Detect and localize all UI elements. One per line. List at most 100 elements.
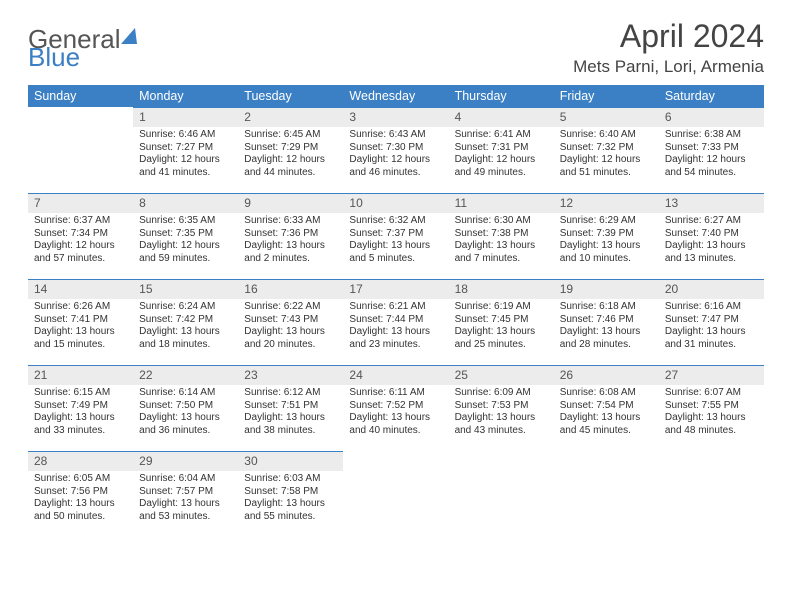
day-number: 9 xyxy=(238,193,343,213)
sunset-text: Sunset: 7:45 PM xyxy=(455,314,548,327)
daylight-text: Daylight: 13 hours and 23 minutes. xyxy=(349,326,442,351)
title-block: April 2024 Mets Parni, Lori, Armenia xyxy=(573,18,764,77)
daylight-text: Daylight: 13 hours and 2 minutes. xyxy=(244,240,337,265)
day-number: 24 xyxy=(343,365,448,385)
day-details: Sunrise: 6:05 AMSunset: 7:56 PMDaylight:… xyxy=(28,471,133,527)
calendar-day-cell: 12Sunrise: 6:29 AMSunset: 7:39 PMDayligh… xyxy=(554,193,659,279)
calendar-body: 1Sunrise: 6:46 AMSunset: 7:27 PMDaylight… xyxy=(28,107,764,537)
daylight-text: Daylight: 12 hours and 44 minutes. xyxy=(244,154,337,179)
sunset-text: Sunset: 7:43 PM xyxy=(244,314,337,327)
sunset-text: Sunset: 7:29 PM xyxy=(244,142,337,155)
day-number: 17 xyxy=(343,279,448,299)
location-subtitle: Mets Parni, Lori, Armenia xyxy=(573,57,764,77)
day-number: 25 xyxy=(449,365,554,385)
day-number: 28 xyxy=(28,451,133,471)
sunset-text: Sunset: 7:51 PM xyxy=(244,400,337,413)
day-details: Sunrise: 6:08 AMSunset: 7:54 PMDaylight:… xyxy=(554,385,659,441)
daylight-text: Daylight: 13 hours and 40 minutes. xyxy=(349,412,442,437)
day-number: 7 xyxy=(28,193,133,213)
daylight-text: Daylight: 13 hours and 48 minutes. xyxy=(665,412,758,437)
sunrise-text: Sunrise: 6:21 AM xyxy=(349,301,442,314)
day-details: Sunrise: 6:43 AMSunset: 7:30 PMDaylight:… xyxy=(343,127,448,183)
calendar-day-cell: 21Sunrise: 6:15 AMSunset: 7:49 PMDayligh… xyxy=(28,365,133,451)
day-details: Sunrise: 6:11 AMSunset: 7:52 PMDaylight:… xyxy=(343,385,448,441)
sunrise-text: Sunrise: 6:46 AM xyxy=(139,129,232,142)
day-details: Sunrise: 6:15 AMSunset: 7:49 PMDaylight:… xyxy=(28,385,133,441)
daylight-text: Daylight: 13 hours and 25 minutes. xyxy=(455,326,548,351)
day-number: 11 xyxy=(449,193,554,213)
sunrise-text: Sunrise: 6:43 AM xyxy=(349,129,442,142)
day-number: 18 xyxy=(449,279,554,299)
day-details: Sunrise: 6:16 AMSunset: 7:47 PMDaylight:… xyxy=(659,299,764,355)
day-number: 30 xyxy=(238,451,343,471)
calendar-day-cell: 13Sunrise: 6:27 AMSunset: 7:40 PMDayligh… xyxy=(659,193,764,279)
daylight-text: Daylight: 13 hours and 38 minutes. xyxy=(244,412,337,437)
day-number: 21 xyxy=(28,365,133,385)
day-number: 5 xyxy=(554,107,659,127)
sunset-text: Sunset: 7:30 PM xyxy=(349,142,442,155)
calendar-day-cell: 5Sunrise: 6:40 AMSunset: 7:32 PMDaylight… xyxy=(554,107,659,193)
calendar-day-cell: 17Sunrise: 6:21 AMSunset: 7:44 PMDayligh… xyxy=(343,279,448,365)
sunrise-text: Sunrise: 6:30 AM xyxy=(455,215,548,228)
sunrise-text: Sunrise: 6:41 AM xyxy=(455,129,548,142)
day-number: 15 xyxy=(133,279,238,299)
sunset-text: Sunset: 7:46 PM xyxy=(560,314,653,327)
day-details: Sunrise: 6:03 AMSunset: 7:58 PMDaylight:… xyxy=(238,471,343,527)
day-number: 3 xyxy=(343,107,448,127)
sunrise-text: Sunrise: 6:45 AM xyxy=(244,129,337,142)
sunrise-text: Sunrise: 6:03 AM xyxy=(244,473,337,486)
day-details: Sunrise: 6:40 AMSunset: 7:32 PMDaylight:… xyxy=(554,127,659,183)
day-details: Sunrise: 6:07 AMSunset: 7:55 PMDaylight:… xyxy=(659,385,764,441)
sunset-text: Sunset: 7:35 PM xyxy=(139,228,232,241)
day-number: 10 xyxy=(343,193,448,213)
calendar-day-cell: 22Sunrise: 6:14 AMSunset: 7:50 PMDayligh… xyxy=(133,365,238,451)
sunrise-text: Sunrise: 6:05 AM xyxy=(34,473,127,486)
day-details: Sunrise: 6:33 AMSunset: 7:36 PMDaylight:… xyxy=(238,213,343,269)
calendar-day-cell: 8Sunrise: 6:35 AMSunset: 7:35 PMDaylight… xyxy=(133,193,238,279)
calendar-week-row: 21Sunrise: 6:15 AMSunset: 7:49 PMDayligh… xyxy=(28,365,764,451)
daylight-text: Daylight: 12 hours and 46 minutes. xyxy=(349,154,442,179)
calendar-day-cell: 18Sunrise: 6:19 AMSunset: 7:45 PMDayligh… xyxy=(449,279,554,365)
day-details: Sunrise: 6:32 AMSunset: 7:37 PMDaylight:… xyxy=(343,213,448,269)
day-details: Sunrise: 6:45 AMSunset: 7:29 PMDaylight:… xyxy=(238,127,343,183)
page-title: April 2024 xyxy=(573,18,764,55)
day-details: Sunrise: 6:18 AMSunset: 7:46 PMDaylight:… xyxy=(554,299,659,355)
sunrise-text: Sunrise: 6:35 AM xyxy=(139,215,232,228)
calendar-day-cell: 1Sunrise: 6:46 AMSunset: 7:27 PMDaylight… xyxy=(133,107,238,193)
sunrise-text: Sunrise: 6:22 AM xyxy=(244,301,337,314)
calendar-day-cell: 25Sunrise: 6:09 AMSunset: 7:53 PMDayligh… xyxy=(449,365,554,451)
day-header-fri: Friday xyxy=(554,85,659,107)
daylight-text: Daylight: 13 hours and 18 minutes. xyxy=(139,326,232,351)
calendar-week-row: 14Sunrise: 6:26 AMSunset: 7:41 PMDayligh… xyxy=(28,279,764,365)
sunrise-text: Sunrise: 6:04 AM xyxy=(139,473,232,486)
day-number: 20 xyxy=(659,279,764,299)
daylight-text: Daylight: 12 hours and 59 minutes. xyxy=(139,240,232,265)
day-header-mon: Monday xyxy=(133,85,238,107)
day-details: Sunrise: 6:09 AMSunset: 7:53 PMDaylight:… xyxy=(449,385,554,441)
daylight-text: Daylight: 13 hours and 50 minutes. xyxy=(34,498,127,523)
day-number: 16 xyxy=(238,279,343,299)
sunset-text: Sunset: 7:37 PM xyxy=(349,228,442,241)
sunrise-text: Sunrise: 6:37 AM xyxy=(34,215,127,228)
daylight-text: Daylight: 13 hours and 13 minutes. xyxy=(665,240,758,265)
day-number: 1 xyxy=(133,107,238,127)
sunrise-text: Sunrise: 6:29 AM xyxy=(560,215,653,228)
logo-triangle-icon xyxy=(121,28,141,44)
daylight-text: Daylight: 13 hours and 53 minutes. xyxy=(139,498,232,523)
day-details: Sunrise: 6:21 AMSunset: 7:44 PMDaylight:… xyxy=(343,299,448,355)
day-number: 6 xyxy=(659,107,764,127)
sunrise-text: Sunrise: 6:11 AM xyxy=(349,387,442,400)
calendar-day-cell xyxy=(449,451,554,537)
calendar-week-row: 7Sunrise: 6:37 AMSunset: 7:34 PMDaylight… xyxy=(28,193,764,279)
daylight-text: Daylight: 13 hours and 31 minutes. xyxy=(665,326,758,351)
day-number: 19 xyxy=(554,279,659,299)
calendar-week-row: 28Sunrise: 6:05 AMSunset: 7:56 PMDayligh… xyxy=(28,451,764,537)
sunset-text: Sunset: 7:53 PM xyxy=(455,400,548,413)
day-details: Sunrise: 6:41 AMSunset: 7:31 PMDaylight:… xyxy=(449,127,554,183)
sunset-text: Sunset: 7:57 PM xyxy=(139,486,232,499)
day-header-tue: Tuesday xyxy=(238,85,343,107)
calendar-day-cell: 26Sunrise: 6:08 AMSunset: 7:54 PMDayligh… xyxy=(554,365,659,451)
calendar-day-cell: 9Sunrise: 6:33 AMSunset: 7:36 PMDaylight… xyxy=(238,193,343,279)
sunset-text: Sunset: 7:44 PM xyxy=(349,314,442,327)
calendar-day-cell: 11Sunrise: 6:30 AMSunset: 7:38 PMDayligh… xyxy=(449,193,554,279)
